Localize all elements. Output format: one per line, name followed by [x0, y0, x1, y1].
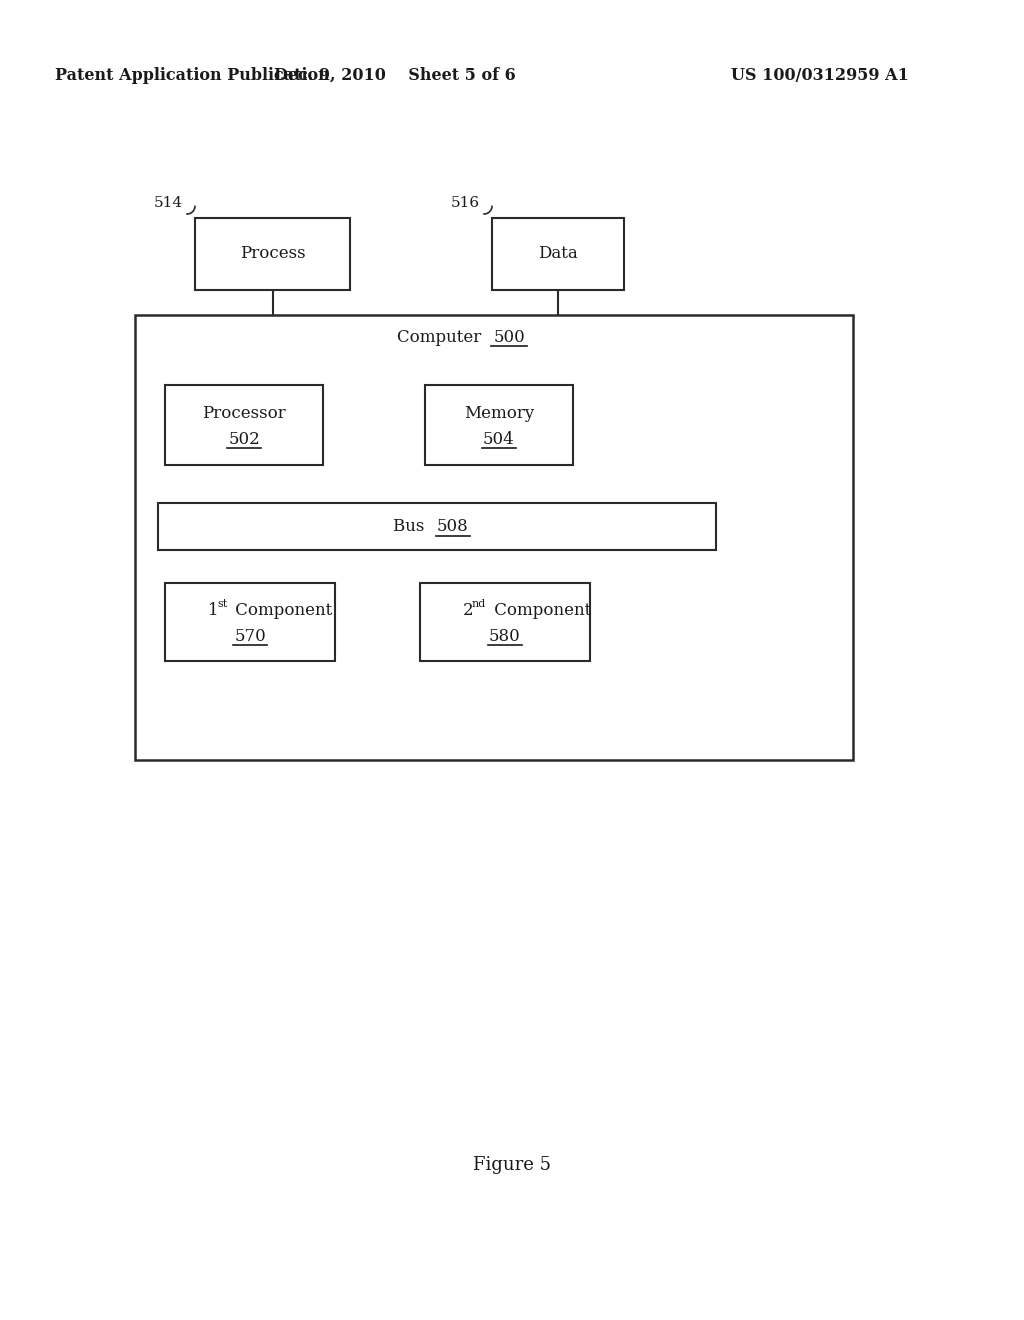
Text: Memory: Memory [464, 404, 535, 421]
Text: Component: Component [489, 602, 591, 619]
Text: Patent Application Publication: Patent Application Publication [55, 66, 330, 83]
Text: Processor: Processor [202, 404, 286, 421]
Text: 514: 514 [154, 195, 183, 210]
Text: Component: Component [230, 602, 332, 619]
Bar [165, 583, 335, 661]
Text: 500: 500 [494, 329, 525, 346]
Text: Data: Data [539, 246, 578, 263]
Text: 516: 516 [451, 195, 480, 210]
Text: 1: 1 [208, 602, 219, 619]
Bar [492, 218, 624, 290]
Bar [135, 315, 853, 760]
Text: 502: 502 [228, 430, 260, 447]
Text: 508: 508 [437, 517, 469, 535]
Text: Figure 5: Figure 5 [473, 1156, 551, 1173]
Text: 2: 2 [463, 602, 474, 619]
Bar [165, 385, 323, 465]
Bar [195, 218, 350, 290]
Text: Dec. 9, 2010    Sheet 5 of 6: Dec. 9, 2010 Sheet 5 of 6 [274, 66, 516, 83]
Text: 504: 504 [483, 430, 515, 447]
Text: nd: nd [472, 599, 486, 610]
Text: US 100/0312959 A1: US 100/0312959 A1 [731, 66, 909, 83]
Text: st: st [217, 599, 227, 610]
Bar [158, 503, 716, 550]
Text: Bus: Bus [393, 517, 435, 535]
Text: Process: Process [240, 246, 305, 263]
Text: Computer: Computer [397, 329, 492, 346]
Text: 570: 570 [234, 627, 266, 644]
Bar [420, 583, 590, 661]
Bar [425, 385, 573, 465]
Text: 580: 580 [489, 627, 521, 644]
